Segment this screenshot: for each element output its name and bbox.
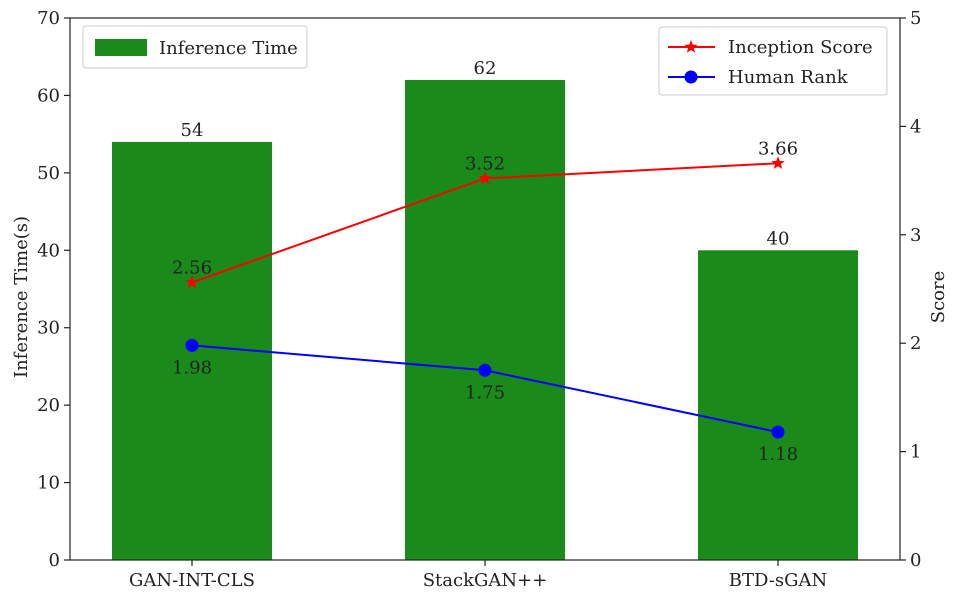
human-rank-marker-0 [185, 338, 199, 352]
legend-scores: Inception Score Human Rank [658, 26, 888, 96]
y-right-tick-label-3: 3 [910, 225, 921, 246]
y-left-tick-label-60: 60 [37, 85, 60, 106]
human-rank-marker-1 [478, 363, 492, 377]
legend-human-rank-marker-shape [684, 70, 698, 84]
legend-inception-score-marker-shape [684, 40, 698, 53]
y-left-tick-label-0: 0 [49, 550, 60, 571]
y-left-tick-label-50: 50 [37, 163, 60, 184]
inception-score-marker-2 [771, 156, 785, 169]
human-rank-value-label-2: 1.18 [758, 444, 798, 465]
y-left-tick-label-30: 30 [37, 318, 60, 339]
legend-scores-frame [658, 26, 888, 96]
bar-value-label-1: 62 [474, 58, 497, 79]
x-tick-label-1: StackGAN++ [423, 570, 548, 591]
x-tick-label-0: GAN-INT-CLS [129, 570, 255, 591]
inception-score-marker-1 [478, 171, 492, 185]
legend-inference-time-frame [82, 25, 308, 69]
bar-2 [698, 250, 858, 561]
bar-value-label-0: 54 [181, 120, 204, 141]
labels-layer: 54 62 40 2.56 3.52 3.66 1.98 1.75 1.18 [172, 58, 798, 465]
y-left-tick-label-70: 70 [37, 8, 60, 29]
y-right-tick-label-0: 0 [910, 550, 921, 571]
x-tick-label-2: BTD-sGAN [729, 570, 827, 591]
inception-score-value-label-1: 3.52 [465, 153, 505, 174]
y-left-tick-label-10: 10 [37, 473, 60, 494]
inception-score-value-label-0: 2.56 [172, 257, 212, 278]
legend-inference-time: Inference Time [82, 25, 308, 69]
y-left-tick-label-40: 40 [37, 240, 60, 261]
y-right-tick-label-5: 5 [910, 8, 921, 29]
bars-layer [112, 79, 858, 561]
y-axis-label-left: Inference Time(s) [11, 216, 32, 378]
y-axis-label-right: Score [928, 271, 949, 324]
inception-score-value-label-2: 3.66 [758, 138, 798, 159]
bar-value-label-2: 40 [767, 228, 790, 249]
inception-score-marker-0 [185, 275, 199, 289]
human-rank-value-label-1: 1.75 [465, 382, 505, 403]
lines-layer [185, 156, 785, 439]
y-right-tick-label-2: 2 [910, 333, 921, 354]
human-rank-marker-2 [771, 425, 785, 439]
y-right-tick-label-4: 4 [910, 116, 921, 137]
axes-layer: 0 10 20 30 40 50 60 70 0 1 2 3 4 5 GAN-INT-CLS StackGAN… [37, 8, 921, 591]
legend-inception-score-marker [684, 40, 698, 53]
legend-inference-time-swatch [95, 39, 147, 56]
legend-human-rank-label: Human Rank [728, 67, 849, 88]
human-rank-value-label-0: 1.98 [172, 357, 212, 378]
legend-human-rank-marker [684, 70, 698, 84]
y-right-tick-label-1: 1 [910, 442, 921, 463]
legend-inference-time-label: Inference Time [159, 38, 298, 59]
bar-1 [405, 79, 565, 560]
legend-inception-score-label: Inception Score [728, 37, 873, 58]
y-left-tick-label-20: 20 [37, 395, 60, 416]
